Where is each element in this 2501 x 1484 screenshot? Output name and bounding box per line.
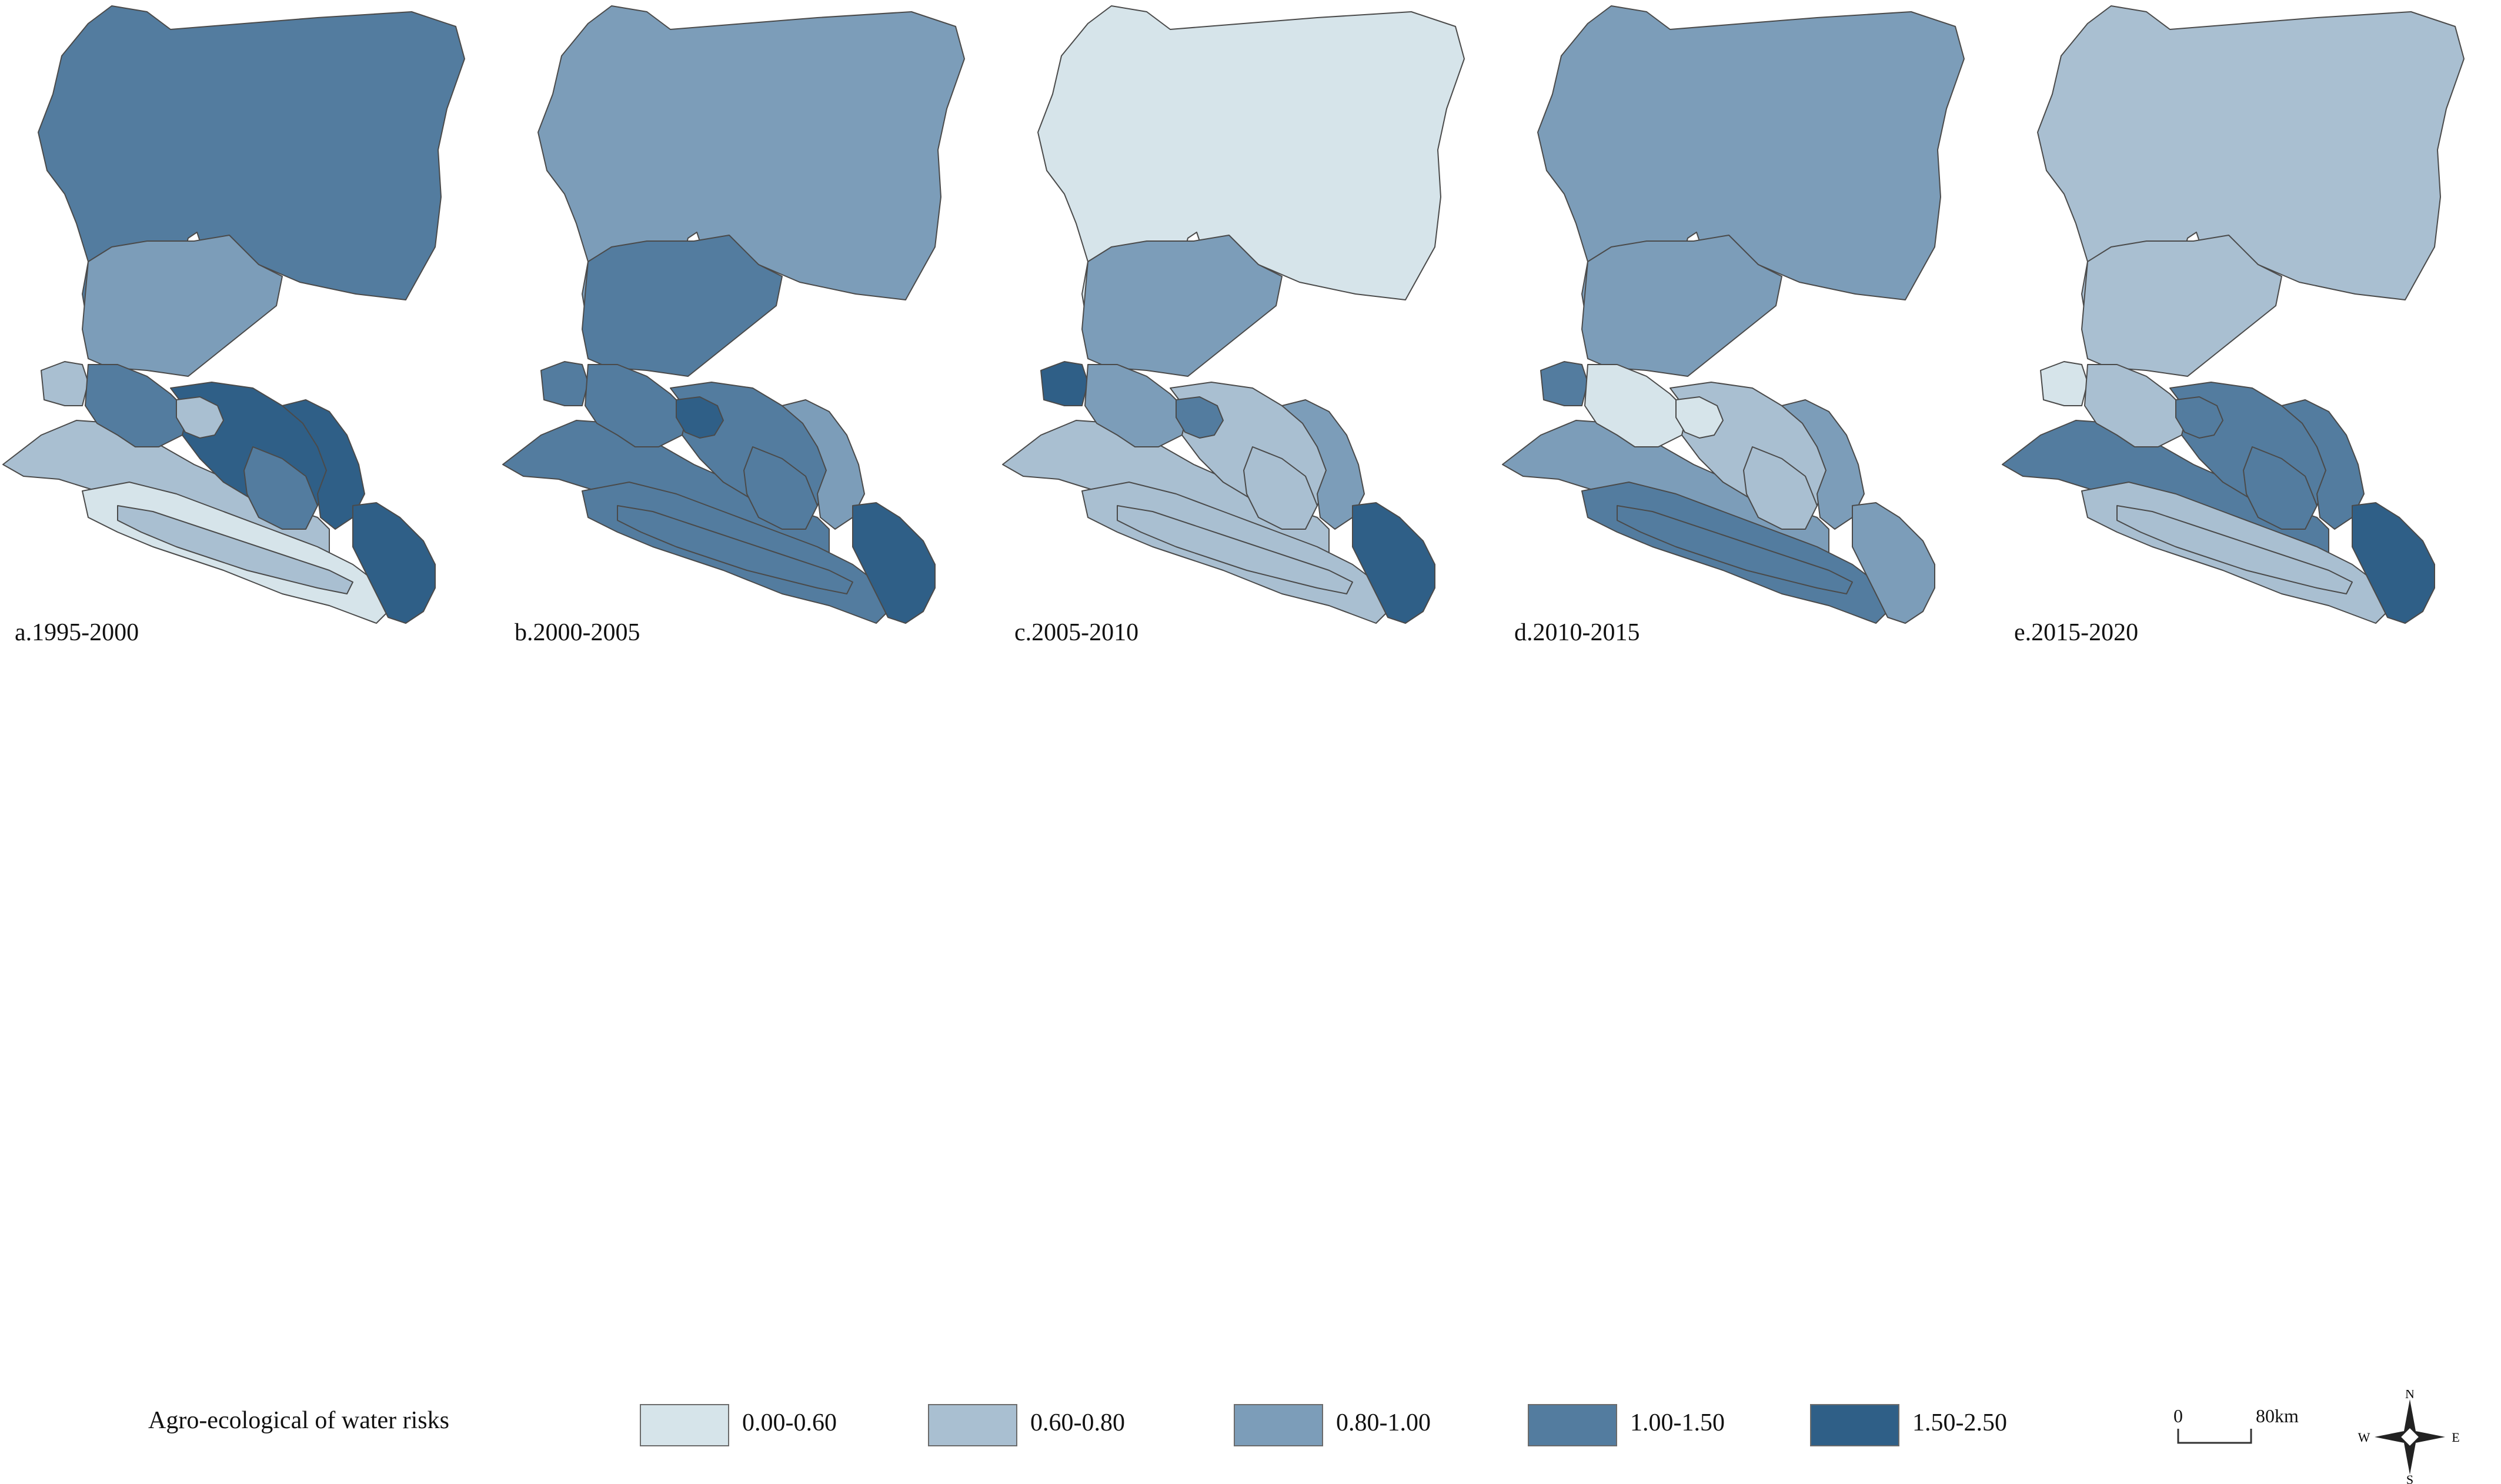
region-west bbox=[540, 361, 589, 406]
choropleth-map bbox=[1002, 5, 1465, 624]
choropleth-map bbox=[502, 5, 965, 624]
map-panel-4: d.2010-2015 bbox=[1500, 0, 1999, 688]
region-center-a bbox=[2084, 364, 2188, 447]
region-west bbox=[1040, 361, 1088, 406]
region-center-a bbox=[585, 364, 689, 447]
map-panel-5: e.2015-2020 bbox=[1999, 0, 2499, 688]
legend-title: Agro-ecological of water risks bbox=[148, 1407, 449, 1434]
compass-rose-icon: N S W E bbox=[2358, 1390, 2460, 1484]
compass-e: E bbox=[2452, 1430, 2459, 1445]
panel-label: c.2005-2010 bbox=[1014, 619, 1139, 646]
region-west bbox=[2040, 361, 2088, 406]
map-panel-1: a.1995-2000 bbox=[0, 0, 500, 688]
legend-swatch-1 bbox=[640, 1404, 729, 1446]
map-panel-2: b.2000-2005 bbox=[500, 0, 1000, 688]
scale-bar bbox=[2177, 1429, 2252, 1444]
legend-label-2: 0.60-0.80 bbox=[1030, 1409, 1125, 1436]
legend-label-5: 1.50-2.50 bbox=[1912, 1409, 2007, 1436]
region-east-a bbox=[1781, 399, 1865, 530]
region-middle bbox=[82, 235, 283, 377]
legend: Agro-ecological of water risks 0.00-0.60… bbox=[0, 694, 2501, 1484]
legend-label-3: 0.80-1.00 bbox=[1336, 1409, 1431, 1436]
region-center-a bbox=[1584, 364, 1688, 447]
panel-label: e.2015-2020 bbox=[2014, 619, 2139, 646]
legend-swatch-3 bbox=[1234, 1404, 1323, 1446]
legend-swatch-2 bbox=[928, 1404, 1017, 1446]
region-center-a bbox=[1084, 364, 1188, 447]
region-south-core bbox=[2116, 505, 2353, 594]
region-west bbox=[41, 361, 89, 406]
choropleth-map bbox=[2, 5, 465, 624]
region-east-b bbox=[1243, 446, 1318, 530]
region-middle bbox=[1581, 235, 1782, 377]
region-middle bbox=[2081, 235, 2282, 377]
legend-swatch-5 bbox=[1810, 1404, 1899, 1446]
region-center-c bbox=[676, 396, 724, 439]
legend-label-1: 0.00-0.60 bbox=[742, 1409, 837, 1436]
choropleth-map bbox=[1502, 5, 1965, 624]
region-south-core bbox=[117, 505, 353, 594]
panel-label: a.1995-2000 bbox=[15, 619, 139, 646]
region-center-c bbox=[1675, 396, 1724, 439]
compass-n: N bbox=[2405, 1390, 2415, 1401]
scale-bar-start-label: 0 bbox=[2173, 1405, 2183, 1426]
region-center-c bbox=[1176, 396, 1224, 439]
region-tail bbox=[1352, 502, 1435, 624]
region-east-a bbox=[2281, 399, 2365, 530]
region-west bbox=[1540, 361, 1588, 406]
region-middle bbox=[1081, 235, 1283, 377]
region-tail bbox=[2352, 502, 2435, 624]
region-tail bbox=[352, 502, 436, 624]
compass-s: S bbox=[2406, 1472, 2413, 1484]
region-east-a bbox=[782, 399, 865, 530]
region-south-core bbox=[1617, 505, 1853, 594]
region-east-a bbox=[1281, 399, 1365, 530]
region-center-a bbox=[85, 364, 189, 447]
region-east-b bbox=[2243, 446, 2318, 530]
legend-label-4: 1.00-1.50 bbox=[1630, 1409, 1725, 1436]
region-east-a bbox=[282, 399, 365, 530]
region-center-c bbox=[2175, 396, 2223, 439]
map-panel-3: c.2005-2010 bbox=[1000, 0, 1500, 688]
region-east-b bbox=[743, 446, 818, 530]
region-center-c bbox=[176, 396, 224, 439]
region-east-b bbox=[243, 446, 318, 530]
region-east-b bbox=[1743, 446, 1818, 530]
map-panels: a.1995-2000 b.2000-2005 c.2005-2010 d.2010-… bbox=[0, 0, 2501, 688]
choropleth-map bbox=[2002, 5, 2465, 624]
legend-swatch-4 bbox=[1528, 1404, 1617, 1446]
panel-label: d.2010-2015 bbox=[1514, 619, 1640, 646]
compass-w: W bbox=[2358, 1430, 2370, 1445]
region-middle bbox=[582, 235, 783, 377]
region-tail bbox=[852, 502, 936, 624]
region-tail bbox=[1852, 502, 1935, 624]
region-south-core bbox=[1117, 505, 1353, 594]
panel-label: b.2000-2005 bbox=[515, 619, 640, 646]
scale-bar-end-label: 80km bbox=[2256, 1405, 2299, 1426]
region-south-core bbox=[617, 505, 853, 594]
